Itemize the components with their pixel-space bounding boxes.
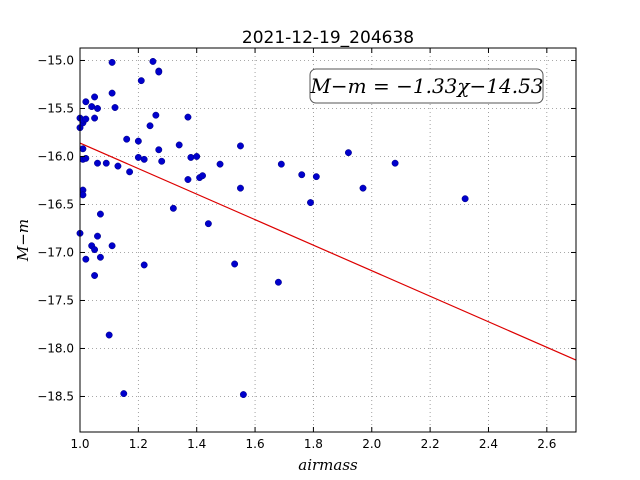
data-point xyxy=(123,135,131,143)
data-point xyxy=(237,142,244,150)
data-point xyxy=(126,168,134,176)
x-tick-label: 2.4 xyxy=(479,437,498,451)
data-point xyxy=(111,104,119,111)
data-point xyxy=(199,172,206,180)
data-point xyxy=(146,122,154,130)
x-tick-label: 1.6 xyxy=(246,437,265,451)
x-tick-label: 1.8 xyxy=(304,437,323,451)
data-point xyxy=(96,253,104,261)
x-ticks: 1.0 1.2 1.4 1.6 1.8 2.0 2.2 2.4 2.6 xyxy=(70,48,556,451)
data-point xyxy=(155,146,163,154)
data-point xyxy=(79,145,87,153)
data-point xyxy=(391,159,399,167)
data-point xyxy=(82,255,90,263)
data-point xyxy=(184,113,192,121)
data-point xyxy=(120,390,128,398)
data-point xyxy=(105,331,113,339)
data-point xyxy=(114,162,122,170)
data-point xyxy=(152,111,160,119)
data-point xyxy=(175,141,183,149)
data-point xyxy=(359,184,367,192)
legend-box xyxy=(309,68,544,104)
data-point xyxy=(169,204,177,212)
data-point xyxy=(82,98,90,106)
data-point xyxy=(193,153,201,160)
x-tick-label: 2.2 xyxy=(421,437,440,451)
data-point xyxy=(82,115,90,123)
data-point xyxy=(274,278,282,286)
fit-line-group xyxy=(79,142,577,361)
fit-line xyxy=(79,142,577,361)
data-point xyxy=(79,191,87,199)
y-tick-label: −18.5 xyxy=(37,389,74,403)
data-point xyxy=(149,57,157,65)
y-tick-label: −16.5 xyxy=(37,197,74,211)
legend: M−m = −1.33χ−14.53 xyxy=(309,68,544,104)
data-point xyxy=(140,155,148,163)
data-point xyxy=(155,68,163,76)
legend-fit-label: M−m = −1.33χ−14.53 xyxy=(309,74,543,98)
x-tick-label: 2.6 xyxy=(537,437,556,451)
data-point xyxy=(108,58,116,66)
data-point xyxy=(96,210,104,218)
data-point xyxy=(461,195,469,203)
data-point xyxy=(134,153,142,161)
y-tick-label: −15.0 xyxy=(37,53,74,67)
data-point xyxy=(344,149,352,157)
y-tick-label: −17.0 xyxy=(37,245,74,259)
data-point xyxy=(91,114,99,122)
data-point xyxy=(88,103,96,111)
data-point xyxy=(239,391,247,399)
data-point xyxy=(277,160,285,168)
data-point xyxy=(94,159,101,167)
y-tick-label: −17.5 xyxy=(37,293,74,307)
data-point xyxy=(91,246,99,254)
x-tick-label: 1.4 xyxy=(187,437,206,451)
data-point xyxy=(94,105,101,112)
data-point xyxy=(184,176,192,183)
data-point xyxy=(134,137,142,145)
x-tick-label: 1.2 xyxy=(129,437,148,451)
x-axis-label: airmass xyxy=(298,456,358,474)
y-tick-label: −16.0 xyxy=(37,149,74,163)
data-point xyxy=(140,261,148,269)
data-point xyxy=(91,272,99,279)
data-point xyxy=(312,173,320,181)
data-points xyxy=(76,57,469,399)
data-point xyxy=(231,260,239,268)
data-point xyxy=(307,199,314,207)
data-point xyxy=(91,93,99,101)
data-point xyxy=(108,242,116,250)
data-point xyxy=(158,157,166,165)
data-point xyxy=(204,220,212,228)
data-point xyxy=(137,77,145,85)
data-point xyxy=(187,153,195,161)
grid-lines xyxy=(80,48,576,432)
y-ticks: −15.0 −15.5 −16.0 −16.5 −17.0 −17.5 −18.0 −18.5 xyxy=(37,53,576,403)
data-point xyxy=(237,184,244,192)
data-point xyxy=(102,159,110,167)
y-tick-label: −18.0 xyxy=(37,341,74,355)
data-point xyxy=(216,160,224,168)
y-axis-label: M−m xyxy=(14,219,32,262)
plot-frame xyxy=(79,47,577,433)
y-tick-label: −15.5 xyxy=(37,101,74,115)
x-tick-label: 2.0 xyxy=(362,437,381,451)
data-point xyxy=(298,171,306,179)
data-point xyxy=(108,89,116,97)
data-point xyxy=(94,232,101,240)
x-tick-label: 1.0 xyxy=(70,437,89,451)
chart-title: 2021-12-19_204638 xyxy=(242,28,414,48)
